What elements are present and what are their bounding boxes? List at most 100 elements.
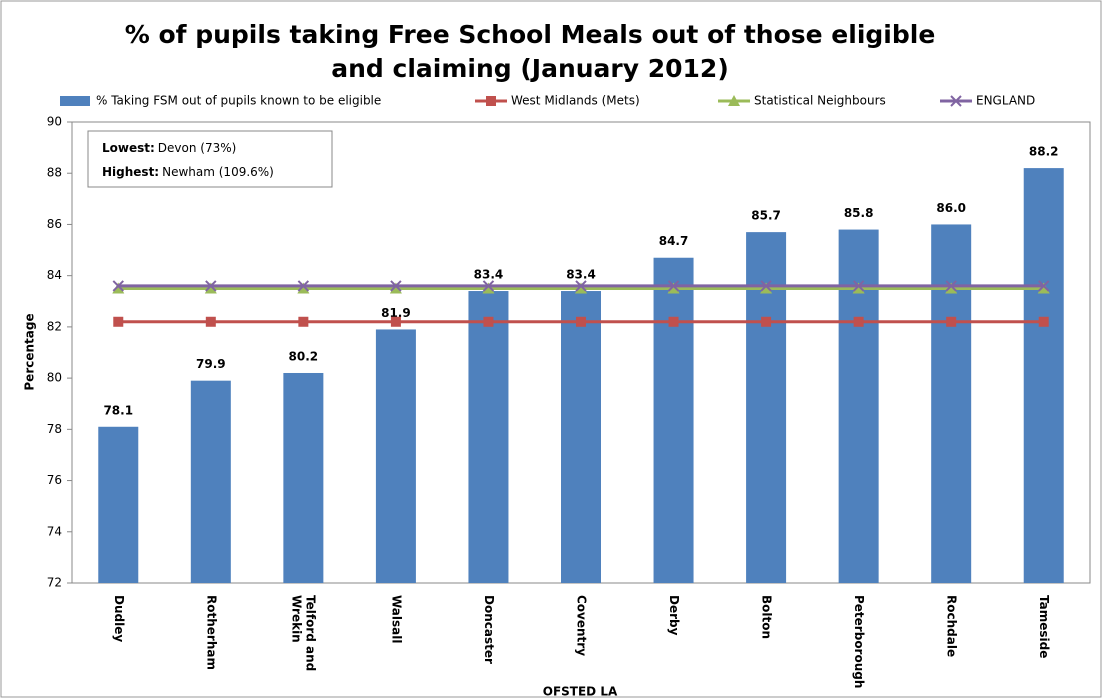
marker [483,316,494,327]
bar [468,291,509,583]
y-tick-label: 84 [47,268,62,282]
marker [486,96,496,106]
bar [561,291,601,583]
marker [482,282,495,294]
y-tick-label: 78 [47,422,62,436]
marker [576,316,586,327]
marker [667,280,680,292]
data-label: 84.7 [659,234,689,248]
annotation: Highest: Newham (109.6%) [102,165,274,179]
data-label: 85.7 [751,209,781,223]
marker [482,280,495,292]
marker [950,95,962,107]
data-label: 83.4 [566,268,596,282]
marker [113,316,124,327]
y-tick-label: 76 [47,473,62,487]
data-label: 79.9 [196,357,226,371]
marker [853,316,864,327]
legend-label: ENGLAND [976,94,1035,108]
bar [98,426,139,583]
chart-title: % of pupils taking Free School Meals out… [124,20,936,83]
marker [760,280,772,292]
annotation-box [87,130,333,188]
marker [390,316,401,327]
marker [668,316,679,327]
marker [1038,316,1049,327]
y-tick-label: 86 [47,217,62,231]
marker [945,282,958,294]
marker [1037,282,1050,294]
line-series [112,280,1050,292]
data-label: 83.4 [474,268,504,282]
y-tick-label: 74 [47,524,62,538]
marker [728,95,740,106]
marker [945,280,957,292]
y-tick-label: 80 [47,371,62,385]
marker [667,282,680,294]
x-tick-label: Bolton [760,595,774,639]
y-tick-label: 82 [47,319,62,333]
annotation-label: Highest: [102,165,159,179]
marker [112,282,125,294]
bar [375,329,416,583]
marker [760,282,773,294]
data-label: 85.8 [844,206,874,220]
line-series [112,282,1050,294]
x-tick-label: Doncaster [482,595,496,664]
x-tick-label: Derby [667,595,681,636]
x-tick-label: Rotherham [204,595,218,670]
marker [205,280,217,292]
line-series [113,316,1049,327]
x-tick-label-line: Wrekin [290,595,304,643]
y-tick-label: 88 [47,166,62,180]
marker [761,316,772,327]
bar [653,257,694,583]
x-tick-label: Telford and Wrekin [290,595,318,675]
x-tick-label: Coventry [575,595,589,656]
marker [298,316,309,327]
legend-label: % Taking FSM out of pupils known to be e… [96,94,381,108]
marker [205,316,216,327]
marker [112,280,124,292]
marker [297,282,310,294]
marker [852,280,865,292]
marker [852,282,865,294]
x-tick-label: Rochdale [945,595,959,657]
marker [297,280,310,292]
annotation-label: Lowest: [102,141,155,155]
marker [389,282,402,294]
bar [1023,168,1064,583]
x-tick-label: Peterborough [852,595,866,688]
x-tick-label-line: Telford and [304,595,318,675]
marker [390,280,402,292]
data-label: 86.0 [936,201,966,215]
annotation: Lowest: Devon (73%) [102,141,236,155]
data-label: 78.1 [103,403,133,417]
legend-label: West Midlands (Mets) [511,94,640,108]
x-axis-label: OFSTED LA [543,685,618,699]
x-tick-label: Dudley [112,595,126,642]
annotation-text: Devon (73%) [158,141,237,155]
y-tick-label: 72 [47,576,62,590]
marker [204,282,217,294]
bar [190,380,231,583]
legend-label: Statistical Neighbours [754,94,886,108]
marker [946,316,957,327]
y-tick-label: 90 [47,115,62,129]
bar [283,372,324,583]
legend-swatch [60,96,90,106]
bar [931,224,972,583]
annotation-text: Newham (109.6%) [162,165,274,179]
data-label: 88.2 [1029,145,1059,159]
marker [575,280,587,292]
y-axis-label: Percentage [23,313,37,390]
data-label: 81.9 [381,306,411,320]
data-label: 80.2 [289,349,319,363]
marker [575,282,587,294]
x-tick-label: Tameside [1037,595,1051,658]
marker [1038,280,1050,292]
x-tick-label: Walsall [389,595,403,644]
